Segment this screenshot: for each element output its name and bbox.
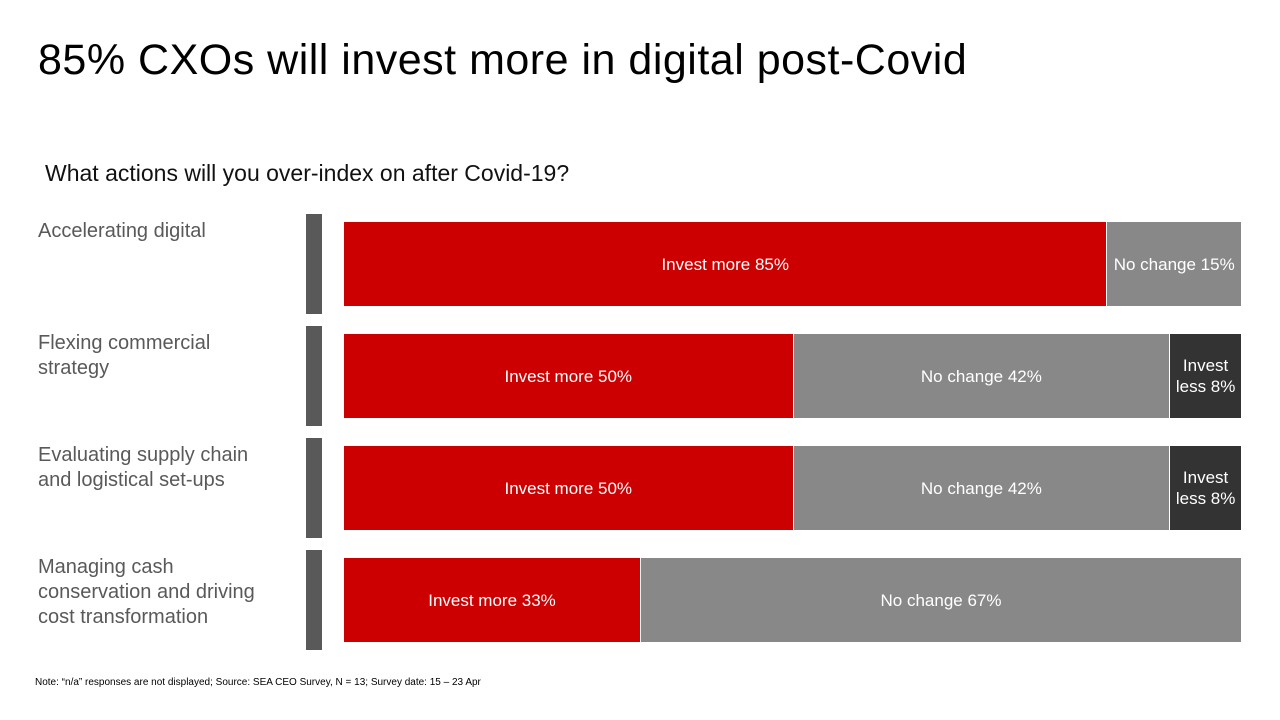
bar-segment-no-change: No change 15% xyxy=(1106,222,1241,306)
row-label: Managing cash conservation and driving c… xyxy=(38,556,255,628)
bar-segment-no-change: No change 42% xyxy=(792,446,1170,530)
row-accent-bar xyxy=(306,550,322,650)
data-label: Invest more 50% xyxy=(504,366,633,386)
data-label: Invest less 8% xyxy=(1175,468,1236,508)
row-label: Flexing commercial strategy xyxy=(38,332,211,379)
chart-subtitle: What actions will you over-index on afte… xyxy=(45,160,570,186)
data-label: Invest less 8% xyxy=(1175,356,1236,396)
stacked-bar: Invest more 50% No change 42% Invest less … xyxy=(344,446,1241,530)
page-title: 85% CXOs will invest more in digital pos… xyxy=(38,36,968,84)
bar-segment-no-change: No change 67% xyxy=(640,558,1241,642)
data-label: Invest more 50% xyxy=(504,478,633,498)
bar-segment-invest-less: Invest less 8% xyxy=(1169,334,1241,418)
data-label: No change 42% xyxy=(920,366,1042,386)
bar-segment-invest-more: Invest more 33% xyxy=(344,558,640,642)
bar-segment-invest-more: Invest more 85% xyxy=(344,222,1107,306)
row-accent-bar xyxy=(306,326,322,426)
bar-segment-no-change: No change 42% xyxy=(792,334,1170,418)
stacked-bar: Invest more 85% No change 15% xyxy=(344,222,1241,306)
bar-segment-invest-more: Invest more 50% xyxy=(344,446,793,530)
row-label: Evaluating supply chain and logistical s… xyxy=(38,444,249,491)
bar-segment-invest-more: Invest more 50% xyxy=(344,334,793,418)
data-label: Invest more 85% xyxy=(661,254,789,274)
stacked-bar: Invest more 33% No change 67% xyxy=(344,558,1241,642)
bar-segment-invest-less: Invest less 8% xyxy=(1169,446,1241,530)
data-label: No change 67% xyxy=(880,590,1002,610)
row-accent-bar xyxy=(306,214,322,314)
row-accent-bar xyxy=(306,438,322,538)
stacked-bar: Invest more 50% No change 42% Invest less … xyxy=(344,334,1241,418)
source-note: Note: “n/a” responses are not displayed;… xyxy=(35,677,481,688)
data-label: No change 15% xyxy=(1113,254,1235,274)
row-label: Accelerating digital xyxy=(38,220,206,242)
data-label: Invest more 33% xyxy=(428,590,556,610)
data-label: No change 42% xyxy=(920,478,1042,498)
